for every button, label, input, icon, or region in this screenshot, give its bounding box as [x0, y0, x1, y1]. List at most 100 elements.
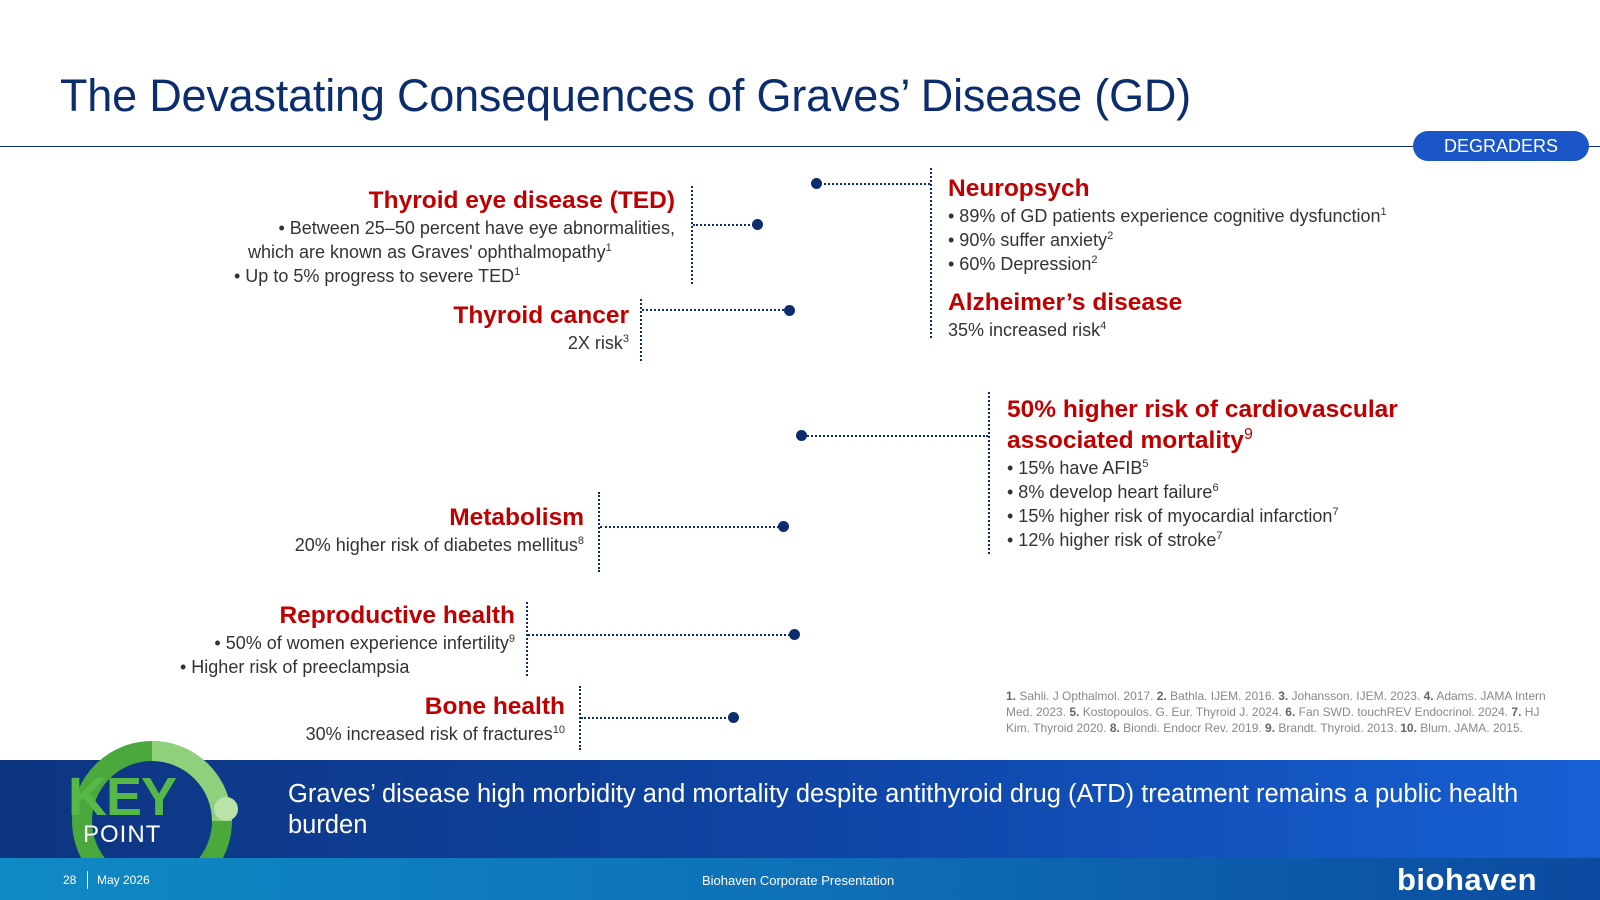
- alz-line-1-ref: 4: [1100, 320, 1107, 332]
- cardio-heading-2: associated mortality: [1007, 427, 1244, 454]
- cardio-item-1-ref: 5: [1142, 458, 1149, 470]
- repro-node: [789, 629, 800, 640]
- cancer-connector: [642, 309, 788, 311]
- cancer-node: [784, 305, 795, 316]
- neuro-item-2: • 90% suffer anxiety: [948, 230, 1108, 250]
- cancer-bracket: [640, 299, 642, 361]
- page-number: 28: [63, 873, 77, 887]
- ted-line-2: which are known as Graves' ophthalmopath…: [248, 242, 606, 262]
- footer-bar: [0, 858, 1600, 900]
- ref-6-num: 6.: [1285, 705, 1296, 719]
- bone-block: Bone health 30% increased risk of fractu…: [306, 692, 565, 746]
- metab-heading: Metabolism: [449, 504, 584, 531]
- metab-bracket: [598, 492, 600, 572]
- cardio-heading-ref: 9: [1243, 426, 1253, 443]
- key-point-text: Graves’ disease high morbidity and morta…: [288, 780, 1519, 839]
- ref-6-text: Fan SWD. touchREV Endocrinol. 2024.: [1295, 705, 1512, 719]
- ted-heading: Thyroid eye disease (TED): [368, 187, 675, 214]
- ref-5-text: Kostopoulos. G. Eur. Thyroid J. 2024.: [1079, 705, 1286, 719]
- cardio-item-3-ref: 7: [1332, 506, 1339, 518]
- key-point-bar: [0, 760, 1600, 858]
- ref-1-num: 1.: [1006, 689, 1017, 703]
- alz-line-1: 35% increased risk: [948, 320, 1101, 340]
- neuro-heading: Neuropsych: [948, 175, 1090, 202]
- ref-10-num: 10.: [1400, 721, 1417, 735]
- cardio-block: 50% higher risk of cardiovascular associ…: [1007, 394, 1398, 552]
- cancer-heading: Thyroid cancer: [453, 302, 629, 329]
- metab-connector: [600, 526, 783, 528]
- neuro-item-3: • 60% Depression: [948, 254, 1092, 274]
- neuro-item-2-ref: 2: [1107, 230, 1114, 242]
- cardio-connector: [804, 435, 988, 437]
- ref-7-num: 7.: [1511, 705, 1522, 719]
- ted-connector: [693, 224, 757, 226]
- ted-line-1: • Between 25–50 percent have eye abnorma…: [278, 218, 675, 238]
- ref-8-text: Biondi. Endocr Rev. 2019.: [1119, 721, 1266, 735]
- cardio-heading-1: 50% higher risk of cardiovascular: [1007, 396, 1398, 423]
- slide-title: The Devastating Consequences of Graves’ …: [60, 70, 1191, 121]
- alz-heading: Alzheimer’s disease: [948, 289, 1183, 316]
- bone-connector: [581, 717, 733, 719]
- ref-7-text: HJ Kim. Thyroid 2020.: [1006, 705, 1540, 735]
- biohaven-logo: biohaven: [1397, 862, 1538, 897]
- ref-9-num: 9.: [1265, 721, 1276, 735]
- repro-line-1: • 50% of women experience infertility: [214, 633, 509, 653]
- bone-node: [728, 712, 739, 723]
- references: 1. Sahli. J Opthalmol. 2017. 2. Bathla. …: [1006, 688, 1566, 736]
- cardio-item-4: • 12% higher risk of stroke: [1007, 530, 1217, 550]
- point-label: POINT: [83, 821, 162, 848]
- neuro-item-1-ref: 1: [1380, 206, 1387, 218]
- bone-line-1-ref: 10: [552, 724, 565, 736]
- ted-line-3-ref: 1: [514, 266, 521, 278]
- cardio-bracket: [988, 392, 990, 554]
- ref-1-text: Sahli. J Opthalmol. 2017.: [1016, 689, 1157, 703]
- neuro-connector: [819, 183, 930, 185]
- ref-4-text: Adams. JAMA Intern Med. 2023.: [1006, 689, 1546, 719]
- metab-block: Metabolism 20% higher risk of diabetes m…: [295, 503, 584, 557]
- neuro-item-1: • 89% of GD patients experience cognitiv…: [948, 206, 1381, 226]
- title-divider: [0, 146, 1600, 147]
- ref-2-num: 2.: [1156, 689, 1167, 703]
- footer-separator: [87, 871, 88, 889]
- metab-line-1: 20% higher risk of diabetes mellitus: [294, 535, 578, 555]
- ted-block: Thyroid eye disease (TED) • Between 25–5…: [278, 186, 675, 240]
- degraders-badge: DEGRADERS: [1413, 131, 1589, 161]
- footer-date: May 2026: [97, 873, 150, 887]
- ref-4-num: 4.: [1423, 689, 1434, 703]
- neuro-node: [811, 178, 822, 189]
- bone-line-1: 30% increased risk of fractures: [305, 724, 553, 744]
- repro-line-2: • Higher risk of preeclampsia: [180, 657, 410, 677]
- cardio-item-2-ref: 6: [1212, 482, 1219, 494]
- ted-line-3: • Up to 5% progress to severe TED: [234, 266, 515, 286]
- cardio-item-4-ref: 7: [1216, 530, 1223, 542]
- ted-bracket: [691, 186, 693, 284]
- ref-3-text: Johansson. IJEM. 2023.: [1288, 689, 1424, 703]
- neuro-block: Neuropsych • 89% of GD patients experien…: [948, 174, 1387, 276]
- repro-line-1-ref: 9: [508, 633, 515, 645]
- metab-line-1-ref: 8: [577, 535, 584, 547]
- ref-2-text: Bathla. IJEM. 2016.: [1166, 689, 1279, 703]
- cardio-item-1: • 15% have AFIB: [1007, 458, 1143, 478]
- ref-5-num: 5.: [1069, 705, 1080, 719]
- cancer-line-1-ref: 3: [622, 333, 629, 345]
- key-label: KEY: [68, 767, 177, 827]
- repro-heading: Reproductive health: [279, 602, 515, 629]
- cardio-item-2: • 8% develop heart failure: [1007, 482, 1213, 502]
- neuro-item-3-ref: 2: [1091, 254, 1098, 266]
- cardio-item-3: • 15% higher risk of myocardial infarcti…: [1007, 506, 1333, 526]
- repro-connector: [528, 634, 794, 636]
- ref-8-num: 8.: [1109, 721, 1120, 735]
- repro-block: Reproductive health • 50% of women exper…: [214, 601, 515, 655]
- ref-10-text: Blum. JAMA. 2015.: [1416, 721, 1523, 735]
- bone-heading: Bone health: [424, 693, 565, 720]
- repro-bracket: [526, 602, 528, 676]
- bone-bracket: [579, 686, 581, 750]
- metab-node: [778, 521, 789, 532]
- footer-title: Biohaven Corporate Presentation: [702, 873, 895, 888]
- ted-line-2-ref: 1: [605, 242, 612, 254]
- repro-block-cont: • Higher risk of preeclampsia: [180, 655, 409, 679]
- neuro-bracket: [930, 168, 932, 338]
- ref-3-num: 3.: [1278, 689, 1289, 703]
- alz-block: Alzheimer’s disease 35% increased risk4: [948, 288, 1182, 342]
- ted-block-cont: which are known as Graves' ophthalmopath…: [234, 240, 612, 288]
